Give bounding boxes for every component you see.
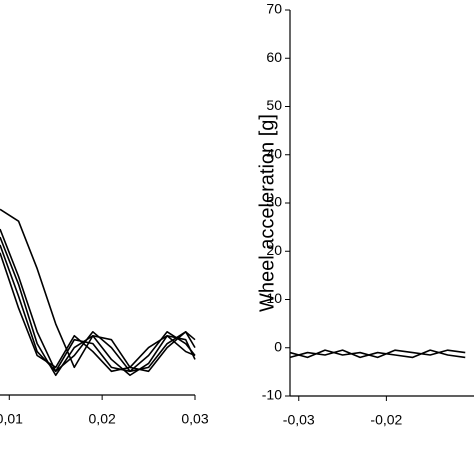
y-tick-label: -10 [262,387,282,403]
x-tick-label: 0,03 [181,411,208,427]
y-axis-label: Wheel acceleration [g] [256,114,278,312]
y-tick-label: 20 [266,242,282,258]
data-line [0,228,196,373]
data-line [289,349,466,359]
x-tick-label: -0,02 [370,412,402,428]
y-tick-label: 50 [266,97,282,113]
y-tick-label: 10 [266,290,282,306]
y-tick-label: 40 [266,145,282,161]
x-tick-label: 0,01 [0,411,23,427]
y-tick-label: 0 [274,338,282,354]
y-tick-label: 60 [266,49,282,65]
y-tick-label: 30 [266,194,282,210]
data-line [0,236,196,377]
x-tick-label: 0,02 [89,411,116,427]
x-tick-label: -0,03 [283,412,315,428]
data-line [0,208,196,373]
y-tick-label: 70 [266,1,282,17]
data-line [289,349,466,359]
data-line [0,252,196,373]
data-line [0,244,196,373]
